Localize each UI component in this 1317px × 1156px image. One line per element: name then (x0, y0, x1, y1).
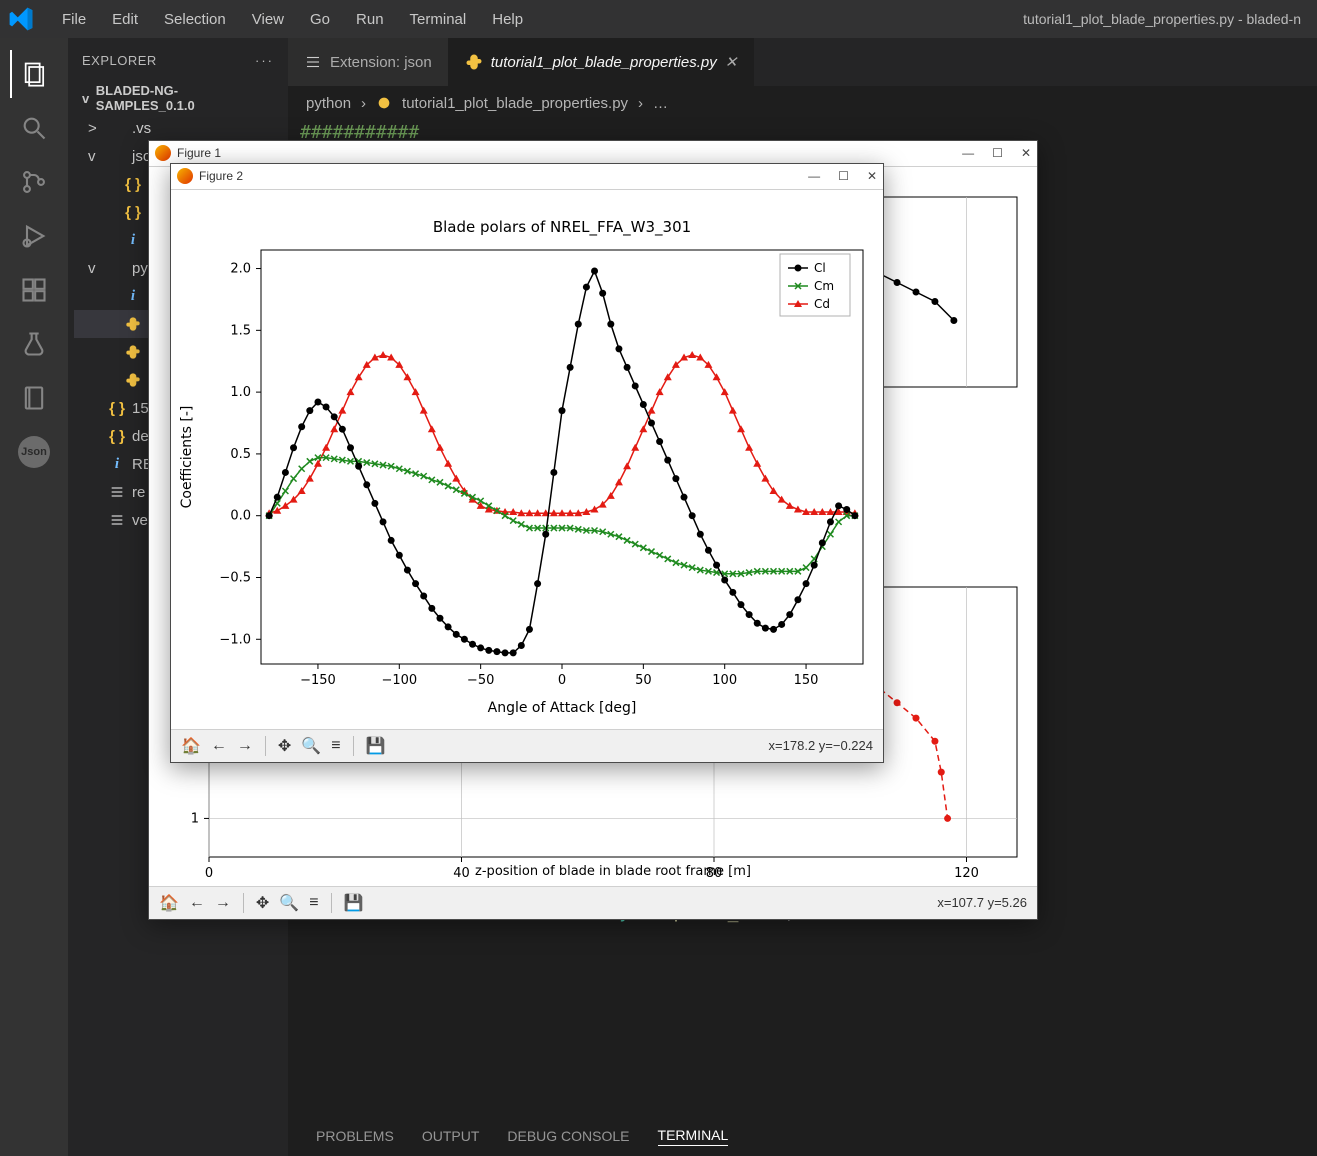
close-icon[interactable]: ✕ (867, 169, 877, 183)
menu-go[interactable]: Go (298, 7, 342, 32)
svg-text:−50: −50 (467, 673, 494, 688)
svg-text:2.0: 2.0 (230, 261, 251, 276)
svg-text:0: 0 (205, 866, 213, 881)
pan-icon[interactable]: ✥ (256, 893, 269, 913)
sidebar-header: EXPLORER ··· (68, 38, 288, 82)
svg-text:Angle of Attack [deg]: Angle of Attack [deg] (488, 700, 637, 716)
svg-text:Blade polars of NREL_FFA_W3_30: Blade polars of NREL_FFA_W3_301 (433, 218, 691, 237)
tab-label: tutorial1_plot_blade_properties.py (491, 54, 717, 71)
svg-text:40: 40 (453, 866, 470, 881)
configure-icon[interactable]: ≡ (331, 737, 340, 755)
tab-label: Extension: json (330, 54, 432, 71)
json-badge-icon[interactable]: Json (10, 428, 58, 476)
breadcrumbs[interactable]: python › tutorial1_plot_blade_properties… (288, 86, 1317, 120)
matplotlib-icon (177, 168, 193, 184)
menu-run[interactable]: Run (344, 7, 396, 32)
svg-text:100: 100 (712, 673, 737, 688)
figure-2-coords: x=178.2 y=−0.224 (769, 738, 873, 753)
save-icon[interactable]: 💾 (366, 736, 386, 756)
tree-item[interactable]: >.vs (74, 114, 282, 142)
main-menu: File Edit Selection View Go Run Terminal… (50, 7, 535, 32)
menu-edit[interactable]: Edit (100, 7, 150, 32)
back-icon[interactable]: ← (211, 737, 227, 755)
panel-tab-terminal[interactable]: TERMINAL (658, 1127, 729, 1146)
extensions-icon[interactable] (10, 266, 58, 314)
sidebar-project-title[interactable]: v BLADED-NG-SAMPLES_0.1.0 (68, 82, 288, 114)
activity-bar: Json (0, 38, 68, 1156)
breadcrumb-file: tutorial1_plot_blade_properties.py (402, 95, 628, 112)
svg-text:Cd: Cd (814, 297, 830, 311)
figure-2-chart: −150 −100 −50 0 50 100 150 −1.0 −0.5 0.0 0.5 1.0 1.5… (171, 190, 883, 724)
window-title: tutorial1_plot_blade_properties.py - bla… (1023, 11, 1301, 27)
menu-selection[interactable]: Selection (152, 7, 238, 32)
svg-text:Cl: Cl (814, 261, 826, 275)
svg-text:Cm: Cm (814, 279, 834, 293)
breadcrumb-folder: python (306, 95, 351, 112)
zoom-icon[interactable]: 🔍 (301, 736, 321, 756)
forward-icon[interactable]: → (237, 737, 253, 755)
svg-text:−1.0: −1.0 (219, 632, 251, 647)
close-icon[interactable]: ✕ (725, 53, 738, 71)
home-icon[interactable]: 🏠 (181, 736, 201, 756)
sidebar-header-label: EXPLORER (82, 53, 157, 68)
home-icon[interactable]: 🏠 (159, 893, 179, 913)
back-icon[interactable]: ← (189, 894, 205, 912)
breadcrumb-tail: … (653, 95, 668, 112)
svg-text:120: 120 (954, 866, 979, 881)
menu-terminal[interactable]: Terminal (398, 7, 479, 32)
minimize-icon[interactable]: — (962, 146, 974, 160)
minimize-icon[interactable]: — (808, 169, 820, 183)
svg-text:−0.5: −0.5 (219, 570, 251, 585)
notebook-icon[interactable] (10, 374, 58, 422)
figure-2-canvas: −150 −100 −50 0 50 100 150 −1.0 −0.5 0.0 0.5 1.0 1.5… (171, 190, 883, 729)
tab-tutorial1[interactable]: tutorial1_plot_blade_properties.py ✕ (449, 38, 755, 86)
menu-view[interactable]: View (240, 7, 296, 32)
pan-icon[interactable]: ✥ (278, 736, 291, 756)
configure-icon[interactable]: ≡ (309, 894, 318, 912)
editor-tabs: Extension: json tutorial1_plot_blade_pro… (288, 38, 1317, 86)
title-bar: File Edit Selection View Go Run Terminal… (0, 0, 1317, 38)
figure-1-title: Figure 1 (177, 146, 221, 160)
maximize-icon[interactable]: ☐ (838, 169, 849, 183)
panel-tab-output[interactable]: OUTPUT (422, 1128, 480, 1144)
svg-text:−150: −150 (300, 673, 336, 688)
forward-icon[interactable]: → (215, 894, 231, 912)
project-name: BLADED-NG-SAMPLES_0.1.0 (96, 83, 274, 113)
panel-tabs: PROBLEMS OUTPUT DEBUG CONSOLE TERMINAL (288, 1116, 1317, 1156)
svg-text:z-position of blade in blade r: z-position of blade in blade root frame … (475, 864, 751, 879)
figure-1-coords: x=107.7 y=5.26 (937, 895, 1027, 910)
figure-2-window[interactable]: Figure 2 — ☐ ✕ −150−100−50050100150−1.0−… (170, 163, 884, 763)
explorer-icon[interactable] (10, 50, 58, 98)
source-control-icon[interactable] (10, 158, 58, 206)
svg-text:1.0: 1.0 (230, 385, 251, 400)
zoom-icon[interactable]: 🔍 (279, 893, 299, 913)
figure-2-titlebar[interactable]: Figure 2 — ☐ ✕ (171, 164, 883, 190)
svg-text:−100: −100 (381, 673, 417, 688)
search-icon[interactable] (10, 104, 58, 152)
save-icon[interactable]: 💾 (344, 893, 364, 913)
figure-2-title: Figure 2 (199, 169, 243, 183)
close-icon[interactable]: ✕ (1021, 146, 1031, 160)
sidebar-more-icon[interactable]: ··· (255, 53, 274, 68)
menu-file[interactable]: File (50, 7, 98, 32)
svg-text:0.5: 0.5 (230, 447, 251, 462)
figure-2-toolbar: 🏠 ← → ✥ 🔍 ≡ 💾 x=178.2 y=−0.224 (171, 729, 883, 762)
svg-text:150: 150 (794, 673, 819, 688)
vscode-logo (8, 6, 34, 32)
figure-1-toolbar: 🏠 ← → ✥ 🔍 ≡ 💾 x=107.7 y=5.26 (149, 886, 1037, 919)
maximize-icon[interactable]: ☐ (992, 146, 1003, 160)
testing-icon[interactable] (10, 320, 58, 368)
svg-text:0.0: 0.0 (230, 509, 251, 524)
svg-text:Coefficients [-]: Coefficients [-] (179, 405, 195, 508)
svg-text:1: 1 (191, 811, 199, 826)
matplotlib-icon (155, 145, 171, 161)
svg-text:0: 0 (558, 673, 566, 688)
panel-tab-debug[interactable]: DEBUG CONSOLE (507, 1128, 629, 1144)
panel-tab-problems[interactable]: PROBLEMS (316, 1128, 394, 1144)
run-debug-icon[interactable] (10, 212, 58, 260)
tab-extension-json[interactable]: Extension: json (288, 38, 449, 86)
svg-text:50: 50 (635, 673, 652, 688)
menu-help[interactable]: Help (480, 7, 535, 32)
svg-text:1.5: 1.5 (230, 323, 251, 338)
